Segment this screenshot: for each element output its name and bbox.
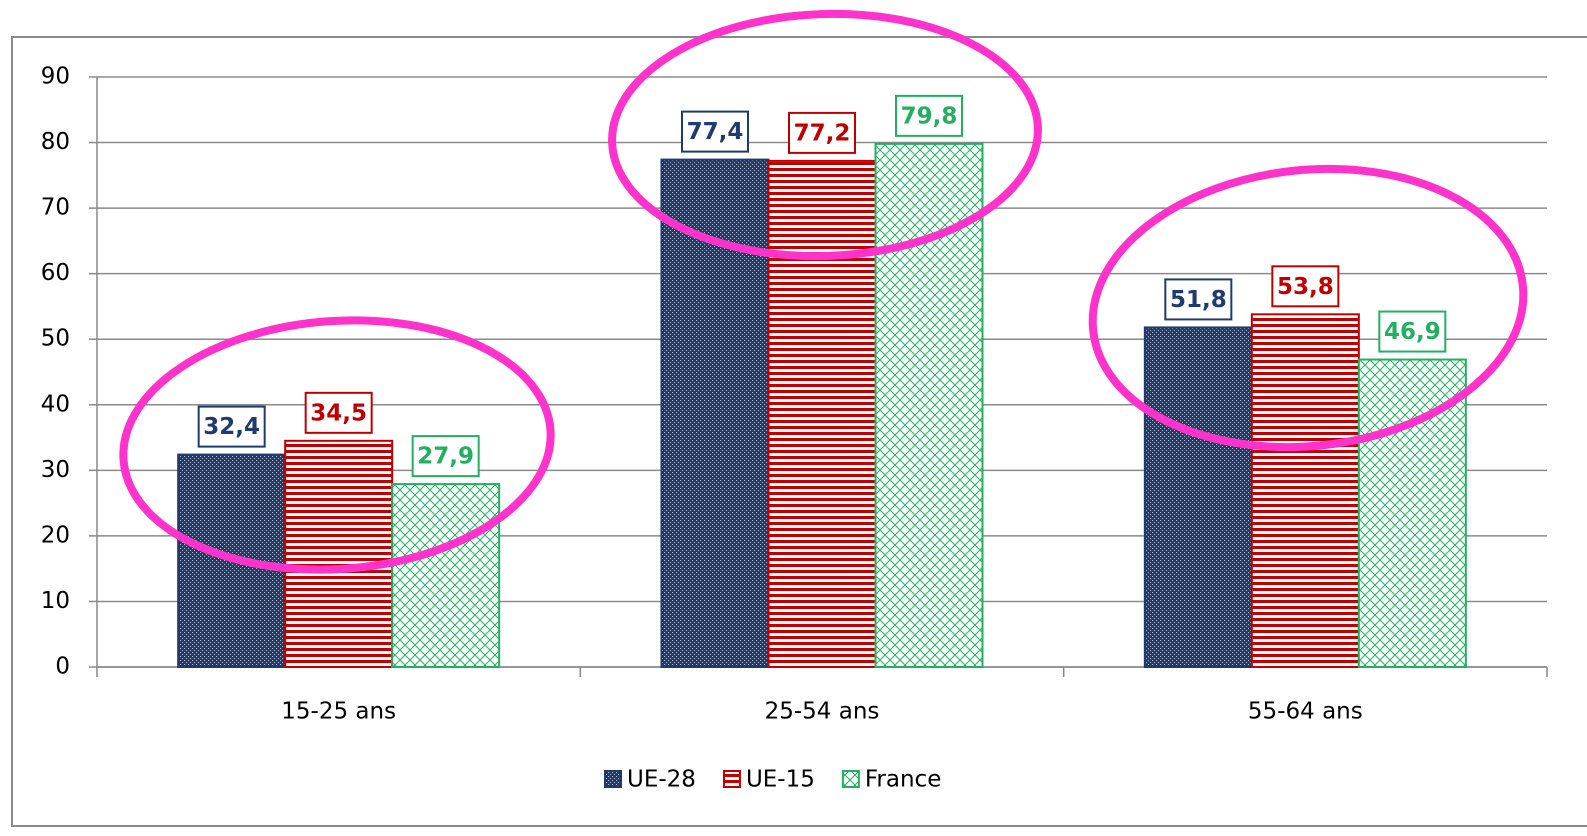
value-label-box: [788, 111, 856, 154]
value-label-box: [197, 405, 266, 448]
legend-label: France: [865, 767, 941, 793]
value-label: 27,9: [417, 444, 474, 470]
value-label: 34,5: [310, 400, 367, 426]
value-label: 77,2: [794, 120, 851, 146]
y-tick-label: 30: [41, 457, 70, 483]
value-label-box: [895, 94, 963, 137]
value-label: 53,8: [1277, 274, 1334, 300]
y-tick-label: 90: [41, 64, 70, 90]
highlight-ellipse: [608, 9, 1042, 261]
y-tick-label: 60: [41, 260, 70, 286]
value-label-box: [681, 110, 749, 153]
bar: [874, 142, 984, 669]
bar: [767, 159, 877, 669]
x-tick-label: 15-25 ans: [281, 699, 396, 725]
y-tick-label: 50: [41, 326, 70, 352]
value-label-box: [304, 391, 373, 434]
highlight-ellipses: [119, 9, 1528, 574]
bar: [1143, 326, 1253, 668]
legend-swatch: [604, 770, 622, 788]
y-tick-label: 10: [41, 588, 70, 614]
value-label-box: [1378, 310, 1447, 353]
value-label-box: [1271, 265, 1340, 308]
y-tick-label: 20: [41, 522, 70, 548]
bar: [1357, 358, 1467, 668]
bar: [284, 439, 394, 669]
legend-label: UE-15: [746, 767, 815, 793]
legend-swatch: [841, 770, 860, 788]
value-label: 77,4: [687, 119, 744, 145]
value-label: 79,8: [901, 103, 958, 129]
highlight-ellipse: [119, 316, 555, 574]
highlight-ellipse: [1088, 164, 1528, 452]
y-tick-label: 70: [41, 195, 70, 221]
bar: [391, 483, 501, 668]
bar: [1250, 313, 1360, 668]
legend-swatch: [722, 770, 741, 788]
plot-area: 0 10 20 30 40 50 60 70 80 90 15-25 ans 32,4 34,5 27,9…: [41, 64, 1548, 793]
y-tick-label: 0: [55, 654, 70, 680]
value-label: 46,9: [1384, 319, 1441, 345]
value-label: 51,8: [1170, 287, 1227, 313]
x-tick-label: 25-54 ans: [765, 699, 880, 725]
bar: [660, 158, 770, 668]
value-label-box: [411, 435, 480, 478]
y-tick-label: 80: [41, 129, 70, 155]
value-label-box: [1164, 278, 1233, 321]
legend-label: UE-28: [627, 767, 696, 793]
x-tick-label: 55-64 ans: [1248, 699, 1363, 725]
value-label: 32,4: [203, 414, 260, 440]
y-tick-label: 40: [41, 391, 70, 417]
